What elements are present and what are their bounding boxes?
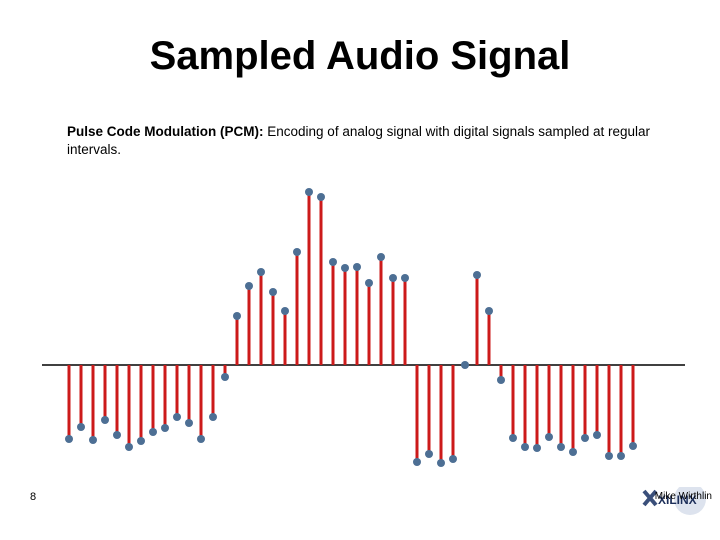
sample-marker (617, 452, 625, 460)
sample-marker (77, 423, 85, 431)
logo: XILINX (642, 487, 706, 515)
sample-marker (245, 282, 253, 290)
sample-marker (533, 444, 541, 452)
sample-marker (401, 274, 409, 282)
sample-marker (89, 436, 97, 444)
sample-marker (161, 424, 169, 432)
sample-marker (473, 271, 481, 279)
sample-marker (413, 458, 421, 466)
sample-marker (317, 193, 325, 201)
sample-marker (569, 448, 577, 456)
sample-marker (173, 413, 181, 421)
logo-mark (642, 489, 658, 507)
sample-marker (101, 416, 109, 424)
sample-marker (293, 248, 301, 256)
sample-marker (461, 361, 469, 369)
sample-marker (305, 188, 313, 196)
sample-marker (365, 279, 373, 287)
sample-marker (197, 435, 205, 443)
sample-marker (281, 307, 289, 315)
sample-marker (389, 274, 397, 282)
sample-marker (221, 373, 229, 381)
sample-marker (353, 263, 361, 271)
sample-marker (257, 268, 265, 276)
sample-marker (209, 413, 217, 421)
description: Pulse Code Modulation (PCM): Encoding of… (67, 123, 667, 159)
logo-text: XILINX (658, 493, 697, 507)
sample-marker (593, 431, 601, 439)
sample-marker (125, 443, 133, 451)
sample-marker (521, 443, 529, 451)
slide-title: Sampled Audio Signal (149, 34, 571, 78)
description-term: Pulse Code Modulation (PCM): (67, 124, 264, 139)
description-text: Encoding of analog signal with digital s… (67, 124, 650, 157)
sample-marker (65, 435, 73, 443)
sample-marker (113, 431, 121, 439)
sample-marker (581, 434, 589, 442)
sample-marker (377, 253, 385, 261)
author: Mike Wirthlin (654, 491, 712, 502)
sample-marker (149, 428, 157, 436)
sample-marker (605, 452, 613, 460)
sample-marker (485, 307, 493, 315)
sample-marker (269, 288, 277, 296)
sample-marker (437, 459, 445, 467)
logo-globe (674, 487, 706, 515)
sample-marker (509, 434, 517, 442)
sample-marker (341, 264, 349, 272)
sample-marker (137, 437, 145, 445)
sample-marker (557, 443, 565, 451)
sample-marker (233, 312, 241, 320)
sample-marker (329, 258, 337, 266)
page-number: 8 (30, 491, 37, 503)
sample-marker (545, 433, 553, 441)
sample-marker (449, 455, 457, 463)
sample-marker (425, 450, 433, 458)
sample-marker (629, 442, 637, 450)
sample-marker (185, 419, 193, 427)
sample-marker (497, 376, 505, 384)
